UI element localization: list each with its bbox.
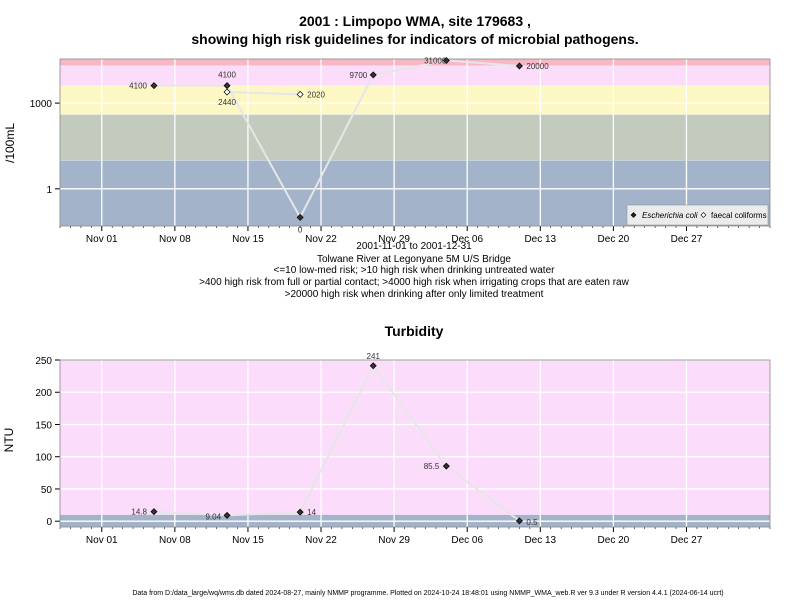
y-tick-label-0: 0: [46, 517, 52, 528]
x-tick-label-2: Nov 15: [232, 535, 264, 546]
legend-ecoli-label: Escherichia coli: [642, 211, 698, 220]
y-tick-label-2: 100: [35, 453, 52, 464]
series-0-line: [153, 363, 521, 522]
chart1-note-risk1: <=10 low-med risk; >10 high risk when dr…: [274, 265, 556, 276]
series-0-label-0: 4100: [129, 82, 147, 91]
x-tick-label-6: Dec 13: [524, 234, 556, 245]
y-tick-label-3: 150: [35, 420, 52, 431]
chart1-note-risk2: >400 high risk from full or partial cont…: [199, 277, 629, 288]
chart1-title-line2: showing high risk guidelines for indicat…: [191, 31, 638, 47]
risk-band-2: [60, 85, 770, 115]
series-0-label-2: 0: [298, 225, 303, 234]
chart1-ylabel: /100mL: [3, 123, 17, 163]
series-0-point-2: [296, 508, 304, 516]
series-0-label-2: 14: [307, 508, 316, 517]
footer: Data from D:/data_large/wq/wms.db dated …: [132, 590, 723, 597]
x-tick-label-5: Dec 06: [451, 234, 483, 245]
series-0-point-2: [296, 213, 304, 221]
y-tick-label-5: 250: [35, 356, 52, 367]
y-tick-label-4: 200: [35, 388, 52, 399]
legend-faecal-label: faecal coliforms: [711, 211, 767, 220]
chart2-ylabel: NTU: [2, 428, 16, 453]
chart2-plot-area: Nov 01 Nov 08 Nov 15 Nov 22 Nov 29 Dec 06 Dec …: [35, 352, 771, 546]
series-0-label-3: 9700: [349, 71, 367, 80]
series-0-label-1: 4100: [218, 71, 236, 80]
y-tick-label-1: 50: [41, 485, 53, 496]
series-0-label-5: 20000: [526, 62, 549, 71]
series-1-point-1: [296, 90, 304, 98]
series-0-label-1: 9.04: [205, 512, 221, 521]
plot-border: [59, 58, 771, 227]
series-0-point-4: [442, 462, 450, 470]
series-0-point-0: [150, 508, 158, 516]
series-0-point-0: [150, 82, 158, 90]
x-tick-label-4: Nov 29: [378, 535, 410, 546]
series-1-point-0: [223, 88, 231, 96]
series-1-label-1: 2020: [307, 90, 325, 99]
chart1-note-site: Tolwane River at Legonyane 5M U/S Bridge: [317, 254, 511, 265]
x-tick-label-0: Nov 01: [86, 234, 118, 245]
x-tick-label-7: Dec 20: [598, 535, 630, 546]
risk-band-1: [60, 360, 770, 515]
y-tick-label-0: 1: [46, 185, 52, 196]
series-0-point-3: [369, 362, 377, 370]
x-tick-label-7: Dec 20: [598, 234, 630, 245]
chart1-title: 2001 : Limpopo WMA, site 179683 ,: [299, 13, 531, 29]
y-tick-label-1: 1000: [30, 99, 53, 110]
series-1-label-0: 2440: [218, 98, 236, 107]
series-0-label-3: 241: [367, 352, 381, 361]
plot-border: [59, 359, 771, 528]
series-0-label-0: 14.8: [131, 508, 147, 517]
x-tick-label-5: Dec 06: [451, 535, 483, 546]
risk-band-1: [60, 114, 770, 161]
x-tick-label-1: Nov 08: [159, 234, 191, 245]
series-1-line: [227, 91, 301, 96]
chart1-legend: Escherichia coli faecal coliforms: [626, 204, 769, 226]
x-tick-label-6: Dec 13: [524, 535, 556, 546]
x-tick-label-2: Nov 15: [232, 234, 264, 245]
chart1-note-daterange: 2001-11-01 to 2001-12-31: [356, 241, 472, 252]
series-0-label-4: 31000: [424, 57, 447, 66]
series-0-label-4: 85.5: [424, 462, 440, 471]
x-tick-label-4: Nov 29: [378, 234, 410, 245]
chart1-note-risk3: >20000 high risk when drinking after onl…: [285, 289, 544, 300]
series-0-point-5: [515, 517, 523, 525]
x-tick-label-8: Dec 27: [671, 535, 703, 546]
risk-band-3: [60, 65, 770, 86]
series-0-point-4: [442, 57, 450, 65]
x-tick-label-8: Dec 27: [671, 234, 703, 245]
series-0-point-3: [369, 71, 377, 79]
x-tick-label-3: Nov 22: [305, 535, 337, 546]
x-tick-label-3: Nov 22: [305, 234, 337, 245]
series-0-point-1: [223, 511, 231, 519]
chart2-title: Turbidity: [385, 323, 444, 339]
risk-band-4: [60, 59, 770, 66]
legend-faecal-marker: [700, 212, 707, 218]
legend-ecoli-marker: [630, 212, 637, 218]
x-tick-label-0: Nov 01: [86, 535, 118, 546]
series-0-label-5: 0.5: [526, 518, 538, 527]
chart1-plot-area: Nov 01 Nov 08 Nov 15 Nov 22 Nov 29 Dec 06 Dec …: [30, 57, 771, 245]
x-tick-label-1: Nov 08: [159, 535, 191, 546]
series-0-line: [153, 59, 520, 220]
series-0-point-5: [515, 62, 523, 70]
